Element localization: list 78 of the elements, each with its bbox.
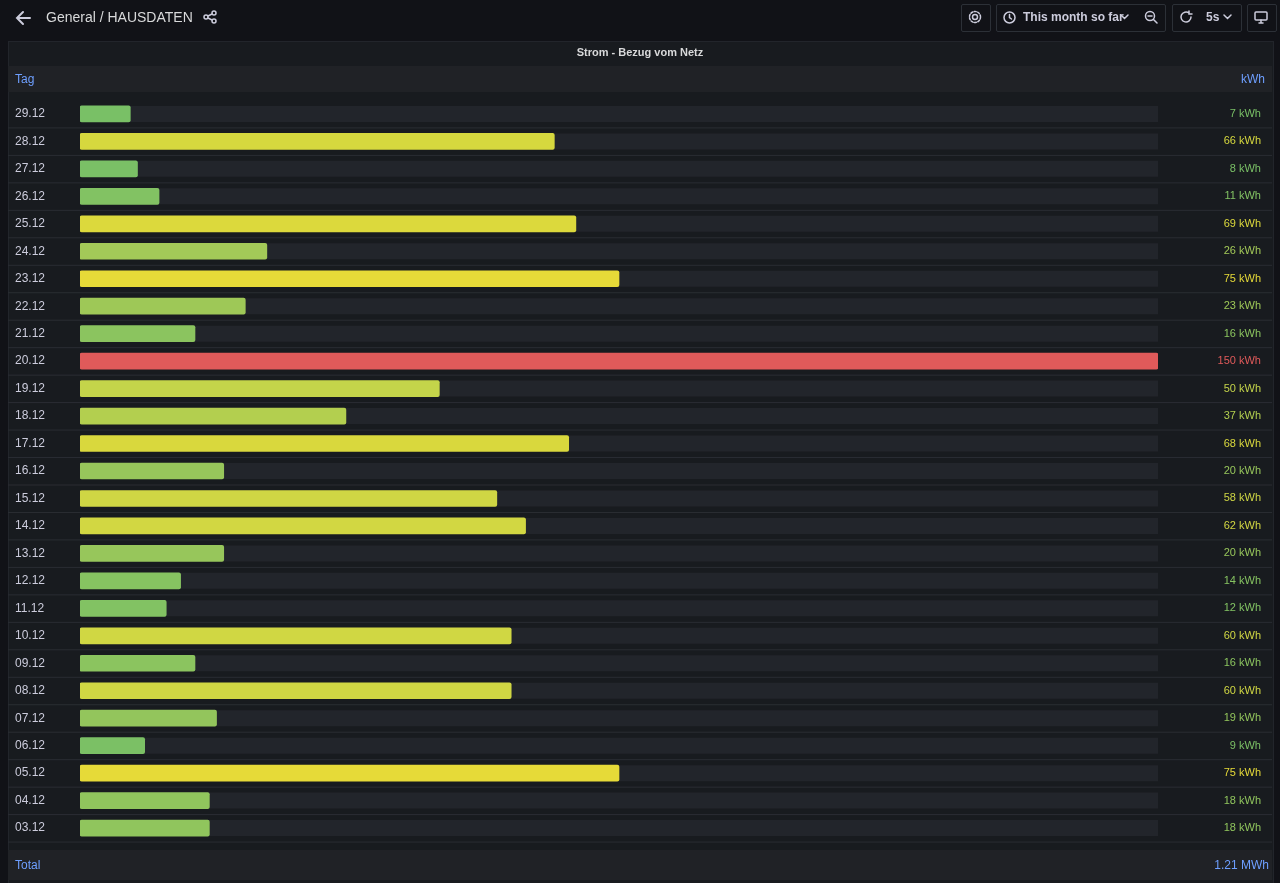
y-tick-label: 12.12 bbox=[15, 573, 46, 588]
y-tick-label: 21.12 bbox=[15, 325, 46, 340]
bar bbox=[80, 160, 138, 178]
y-tick-label: 15.12 bbox=[15, 490, 46, 505]
bar bbox=[80, 792, 210, 809]
y-tick-label: 03.12 bbox=[15, 820, 46, 835]
bar bbox=[80, 654, 196, 672]
y-tick-label: 05.12 bbox=[15, 765, 46, 780]
data-label: 9 kWh bbox=[1229, 738, 1261, 751]
y-tick-label: 14.12 bbox=[15, 518, 46, 533]
text: kWh bbox=[1241, 72, 1265, 86]
y-tick-label: 11.12 bbox=[15, 600, 45, 615]
data-label: 26 kWh bbox=[1223, 244, 1261, 257]
y-tick-label: 16.12 bbox=[15, 463, 46, 478]
data-label: 20 kWh bbox=[1223, 464, 1261, 477]
y-tick-label: 18.12 bbox=[15, 408, 46, 423]
data-label: 16 kWh bbox=[1223, 326, 1261, 339]
bar bbox=[80, 407, 347, 425]
y-tick-label: 26.12 bbox=[15, 188, 46, 203]
y-tick-label: 27.12 bbox=[15, 161, 46, 176]
data-label: 75 kWh bbox=[1223, 766, 1261, 779]
data-label: 11 kWh bbox=[1224, 189, 1261, 202]
y-tick-label: 25.12 bbox=[15, 216, 46, 231]
chart-title: Strom - Bezug vom Netz bbox=[575, 46, 705, 58]
y-tick-label: 29.12 bbox=[15, 106, 46, 121]
data-label: 66 kWh bbox=[1223, 134, 1261, 147]
y-tick-label: 08.12 bbox=[15, 683, 46, 698]
bar bbox=[80, 819, 210, 837]
data-label: 14 kWh bbox=[1223, 573, 1261, 586]
bar bbox=[80, 462, 225, 480]
data-label: 50 kWh bbox=[1223, 381, 1261, 394]
data-label: 12 kWh bbox=[1223, 601, 1261, 614]
y-tick-label: 23.12 bbox=[15, 271, 46, 286]
y-tick-label: 22.12 bbox=[15, 298, 46, 313]
bar bbox=[80, 105, 131, 123]
data-label: 60 kWh bbox=[1223, 628, 1261, 641]
bar bbox=[80, 325, 196, 342]
text: This month so far bbox=[1023, 10, 1124, 24]
data-label: 75 kWh bbox=[1223, 271, 1261, 284]
y-tick-label: 17.12 bbox=[15, 435, 46, 450]
bar bbox=[80, 188, 160, 205]
bar bbox=[80, 737, 146, 754]
y-tick-label: 10.12 bbox=[15, 628, 46, 643]
bar bbox=[80, 572, 181, 590]
data-label: 16 kWh bbox=[1223, 656, 1261, 669]
y-tick-label: 04.12 bbox=[15, 792, 46, 807]
y-tick-label: 07.12 bbox=[15, 710, 46, 725]
data-label: 150 kWh bbox=[1217, 354, 1261, 367]
data-label: 58 kWh bbox=[1223, 491, 1261, 504]
data-label: 20 kWh bbox=[1223, 546, 1261, 559]
y-tick-label: 19.12 bbox=[15, 380, 46, 395]
data-label: 8 kWh bbox=[1229, 161, 1261, 174]
data-label: 23 kWh bbox=[1223, 299, 1261, 312]
y-tick-label: 20.12 bbox=[15, 353, 46, 368]
data-label: 37 kWh bbox=[1223, 409, 1261, 422]
text: 5s bbox=[1206, 10, 1220, 24]
text: 1.21 MWh bbox=[1214, 858, 1269, 872]
bar bbox=[80, 709, 217, 727]
y-tick-label: 06.12 bbox=[15, 737, 46, 752]
data-label: 7 kWh bbox=[1229, 106, 1261, 119]
y-tick-label: 24.12 bbox=[15, 243, 46, 258]
data-label: 60 kWh bbox=[1223, 683, 1261, 696]
bar bbox=[80, 600, 167, 617]
text: General / HAUSDATEN bbox=[46, 9, 193, 25]
text: Total bbox=[15, 858, 41, 872]
data-label: 68 kWh bbox=[1223, 436, 1261, 449]
bar bbox=[80, 545, 225, 562]
data-label: 18 kWh bbox=[1223, 793, 1261, 806]
data-label: 18 kWh bbox=[1223, 821, 1261, 834]
y-tick-label: 28.12 bbox=[15, 133, 46, 148]
bar bbox=[80, 242, 268, 260]
bar bbox=[80, 297, 246, 315]
data-label: 62 kWh bbox=[1223, 518, 1261, 531]
y-tick-label: 09.12 bbox=[15, 655, 46, 670]
y-axis-title: Tag bbox=[15, 72, 35, 86]
data-label: 69 kWh bbox=[1223, 216, 1261, 229]
data-label: 19 kWh bbox=[1223, 711, 1261, 724]
y-tick-label: 13.12 bbox=[15, 545, 46, 560]
